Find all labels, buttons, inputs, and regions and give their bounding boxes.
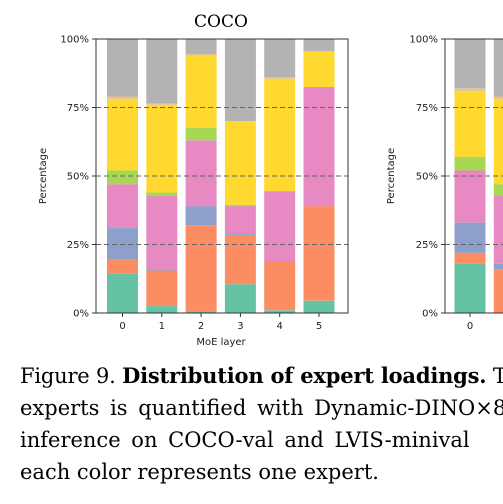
y-axis-label: Percentage — [38, 148, 49, 204]
y-tick-label: 50% — [416, 172, 438, 183]
caption-bold-title: Distribution of expert loadings. — [122, 363, 487, 388]
bar-segment — [185, 39, 217, 55]
bar-segment — [264, 78, 296, 191]
bar-segment — [107, 184, 138, 228]
bar-segment — [146, 269, 178, 271]
caption-label: Figure 9. — [20, 364, 116, 388]
bar-segment — [454, 222, 486, 253]
bar-segment — [493, 195, 503, 264]
bar-segment — [493, 96, 503, 100]
bar-segment — [493, 263, 503, 270]
bar-segment — [454, 252, 486, 264]
bar-segment — [224, 204, 256, 207]
bar-segment — [107, 259, 138, 274]
bar-segment — [185, 128, 217, 141]
x-tick-label: 4 — [277, 321, 283, 332]
chart-lvis-partial: 0% 25% 50% 75% 100% 0 Percentage — [386, 35, 503, 332]
bar-layer — [107, 39, 335, 313]
x-tick-label: 1 — [159, 321, 165, 332]
bar-segment — [107, 99, 138, 171]
bar-segment — [185, 54, 217, 56]
bar-segment — [493, 99, 503, 185]
bar-segment — [303, 300, 335, 313]
bar-segment — [107, 39, 138, 97]
x-tick-label: 2 — [198, 321, 204, 332]
x-axis: 0 — [467, 313, 473, 332]
y-tick-label: 0% — [73, 309, 89, 320]
bar-segment — [146, 104, 178, 193]
y-axis: 0% 25% 50% 75% 100% — [60, 35, 96, 320]
x-tick-label: 3 — [237, 321, 243, 332]
figure-area: COCO 0% 25% 50% 75% 100% 0 1 2 3 4 5 MoE layer Pe… — [38, 12, 503, 348]
caption-text: T — [492, 364, 503, 388]
bar-segment — [107, 170, 138, 185]
x-axis: 0 1 2 3 4 5 — [119, 313, 322, 332]
bar-segment — [146, 306, 178, 313]
y-tick-label: 25% — [416, 240, 438, 251]
bar-segment — [454, 88, 486, 91]
bar-segment — [264, 310, 296, 313]
bar-segment — [185, 225, 217, 312]
caption-line: experts is quantified with Dynamic-DINO×… — [20, 396, 503, 420]
y-tick-label: 100% — [60, 35, 89, 46]
caption-line: each color represents one expert. — [20, 460, 379, 484]
bar-segment — [185, 55, 217, 128]
bar-segment — [185, 140, 217, 207]
y-axis: 0% 25% 50% 75% 100% — [409, 35, 445, 320]
bar-segment — [303, 206, 335, 301]
y-tick-label: 100% — [409, 35, 438, 46]
grid-layer — [445, 107, 503, 245]
bar-segment — [224, 121, 256, 205]
bar-segment — [224, 233, 256, 235]
y-tick-label: 75% — [416, 103, 438, 114]
bar-segment — [303, 51, 335, 87]
y-tick-label: 25% — [67, 240, 89, 251]
bar-layer — [454, 39, 503, 313]
bar-segment — [146, 192, 178, 196]
chart-title: COCO — [194, 12, 248, 32]
bar-segment — [264, 39, 296, 78]
bar-segment — [493, 184, 503, 196]
bar-segment — [303, 39, 335, 52]
bar-segment — [146, 103, 178, 105]
bar-segment — [454, 156, 486, 171]
bar-segment — [493, 269, 503, 313]
bar-segment — [224, 206, 256, 234]
figure-caption: Figure 9. Distribution of expert loading… — [20, 360, 503, 488]
bar-segment — [146, 270, 178, 307]
bar-segment — [185, 206, 217, 226]
bar-segment — [146, 39, 178, 104]
caption-line: inference on COCO-val and LVIS-minival — [20, 428, 470, 452]
bar-segment — [107, 96, 138, 100]
caption-line: Figure 9. Distribution of expert loading… — [20, 360, 503, 392]
bar-segment — [185, 311, 217, 313]
bar-segment — [454, 39, 486, 89]
bar-segment — [264, 191, 296, 261]
bar-segment — [454, 170, 486, 223]
bar-segment — [224, 284, 256, 313]
bar-segment — [107, 273, 138, 313]
y-tick-label: 75% — [67, 103, 89, 114]
bar-segment — [264, 260, 296, 311]
bar-segment — [224, 39, 256, 122]
x-tick-label: 0 — [467, 321, 473, 332]
y-axis-label: Percentage — [386, 148, 397, 204]
x-axis-label: MoE layer — [196, 337, 246, 348]
bar-segment — [107, 228, 138, 260]
bar-segment — [454, 91, 486, 157]
bar-segment — [146, 195, 178, 270]
y-tick-label: 0% — [422, 309, 438, 320]
y-tick-label: 50% — [67, 172, 89, 183]
bar-segment — [454, 263, 486, 313]
x-tick-label: 5 — [316, 321, 322, 332]
bar-segment — [303, 87, 335, 207]
bar-segment — [493, 39, 503, 97]
chart-coco: COCO 0% 25% 50% 75% 100% 0 1 2 3 4 5 MoE layer Pe… — [38, 12, 349, 348]
bar-segment — [264, 77, 296, 79]
x-tick-label: 0 — [119, 321, 125, 332]
grid-layer — [96, 107, 348, 245]
bar-segment — [224, 234, 256, 285]
